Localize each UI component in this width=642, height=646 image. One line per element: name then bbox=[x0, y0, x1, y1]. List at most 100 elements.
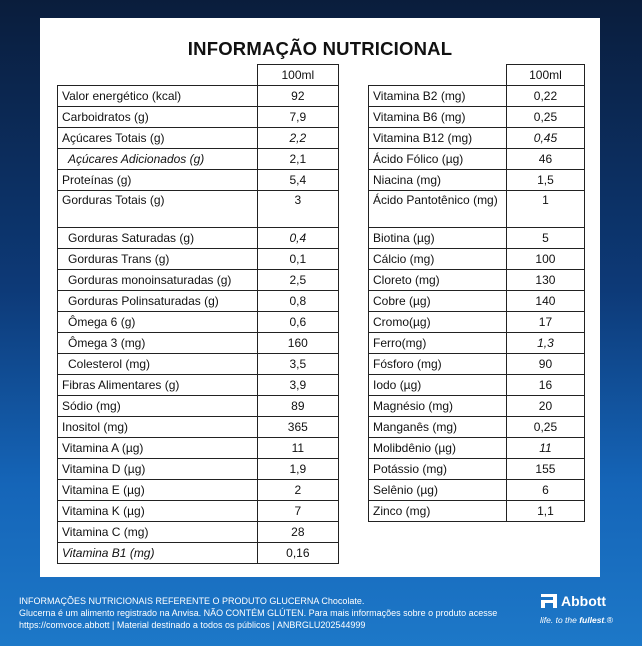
nutrient-label: Fósforo (mg) bbox=[368, 353, 507, 375]
nutrient-label: Gorduras Saturadas (g) bbox=[57, 227, 258, 249]
nutrient-value: 11 bbox=[256, 437, 340, 459]
nutrient-value: 7,9 bbox=[256, 106, 340, 128]
nutrient-label: Niacina (mg) bbox=[368, 169, 507, 191]
nutrient-value: 2,2 bbox=[256, 127, 340, 149]
table-row: Gorduras Saturadas (g) 0,4 bbox=[57, 227, 340, 249]
nutrient-value: 0,16 bbox=[256, 542, 340, 564]
nutrition-card: INFORMAÇÃO NUTRICIONAL 100ml Valor energ… bbox=[40, 18, 600, 577]
nutrient-value: 2 bbox=[256, 479, 340, 501]
nutrient-label: Açúcares Totais (g) bbox=[57, 127, 258, 149]
nutrient-value: 2,1 bbox=[256, 148, 340, 170]
nutrient-label: Iodo (µg) bbox=[368, 374, 507, 396]
abbott-mark-icon bbox=[541, 593, 557, 608]
nutrient-value: 6 bbox=[505, 479, 586, 501]
table-header-row: 100ml bbox=[368, 64, 586, 86]
table-title: INFORMAÇÃO NUTRICIONAL bbox=[187, 38, 453, 59]
nutrient-label: Gorduras Polinsaturadas (g) bbox=[57, 290, 258, 312]
nutrient-label: Ácido Fólico (µg) bbox=[368, 148, 507, 170]
table-row: Ômega 3 (mg) 160 bbox=[57, 332, 340, 354]
nutrient-value: 365 bbox=[256, 416, 340, 438]
table-row: Ferro(mg) 1,3 bbox=[368, 332, 586, 354]
table-row: Cálcio (mg) 100 bbox=[368, 248, 586, 270]
column-header: 100ml bbox=[256, 64, 340, 86]
footer-disclaimer: INFORMAÇÕES NUTRICIONAIS REFERENTE O PRO… bbox=[19, 595, 519, 631]
footer-line: Glucerna é um alimento registrado na Anv… bbox=[19, 608, 498, 618]
table-row: Niacina (mg) 1,5 bbox=[368, 169, 586, 191]
nutrient-label: Zinco (mg) bbox=[368, 500, 507, 522]
table-row: Carboidratos (g) 7,9 bbox=[57, 106, 340, 128]
nutrient-label: Vitamina E (µg) bbox=[57, 479, 258, 501]
table-row: Ômega 6 (g) 0,6 bbox=[57, 311, 340, 333]
nutrient-value: 5 bbox=[505, 227, 586, 249]
table-row: Gorduras Polinsaturadas (g) 0,8 bbox=[57, 290, 340, 312]
table-row: Magnésio (mg) 20 bbox=[368, 395, 586, 417]
nutrient-value: 0,4 bbox=[256, 227, 340, 249]
table-row: Ácido Pantotênico (mg) 1 bbox=[368, 190, 586, 228]
table-row: Selênio (µg) 6 bbox=[368, 479, 586, 501]
nutrient-value: 2,5 bbox=[256, 269, 340, 291]
logo-name: Abbott bbox=[561, 592, 607, 609]
nutrient-value: 0,25 bbox=[505, 416, 586, 438]
logo-tagline: life. to the fullest.® bbox=[540, 615, 613, 625]
table-row: Zinco (mg) 1,1 bbox=[368, 500, 586, 522]
nutrient-label: Ferro(mg) bbox=[368, 332, 507, 354]
nutrient-label: Gorduras Trans (g) bbox=[57, 248, 258, 270]
nutrient-label: Carboidratos (g) bbox=[57, 106, 258, 128]
nutrient-value: 3,5 bbox=[256, 353, 340, 375]
nutrient-value: 1,1 bbox=[505, 500, 586, 522]
nutrient-value: 7 bbox=[256, 500, 340, 522]
nutrient-label: Gorduras Totais (g) bbox=[57, 190, 258, 228]
table-row: Cromo(µg) 17 bbox=[368, 311, 586, 333]
table-row: Gorduras monoinsaturadas (g) 2,5 bbox=[57, 269, 340, 291]
nutrient-value: 16 bbox=[505, 374, 586, 396]
nutrient-value: 0,45 bbox=[505, 127, 586, 149]
nutrient-label: Cobre (µg) bbox=[368, 290, 507, 312]
nutrient-label: Valor energético (kcal) bbox=[57, 85, 258, 107]
footer-line: INFORMAÇÕES NUTRICIONAIS REFERENTE O PRO… bbox=[19, 596, 365, 606]
table-row: Vitamina B2 (mg) 0,22 bbox=[368, 85, 586, 107]
nutrient-value: 20 bbox=[505, 395, 586, 417]
column-header: 100ml bbox=[505, 64, 586, 86]
nutrient-value: 90 bbox=[505, 353, 586, 375]
table-header-row: 100ml bbox=[57, 64, 340, 86]
table-row: Proteínas (g) 5,4 bbox=[57, 169, 340, 191]
table-row: Biotina (µg) 5 bbox=[368, 227, 586, 249]
table-row: Cloreto (mg) 130 bbox=[368, 269, 586, 291]
nutrient-label: Gorduras monoinsaturadas (g) bbox=[57, 269, 258, 291]
table-row: Gorduras Totais (g) 3 bbox=[57, 190, 340, 228]
nutrient-value: 100 bbox=[505, 248, 586, 270]
nutrient-value: 130 bbox=[505, 269, 586, 291]
nutrient-value: 5,4 bbox=[256, 169, 340, 191]
nutrient-label: Potássio (mg) bbox=[368, 458, 507, 480]
nutrient-label: Vitamina K (µg) bbox=[57, 500, 258, 522]
nutrient-label: Molibdênio (µg) bbox=[368, 437, 507, 459]
nutrient-value: 11 bbox=[505, 437, 586, 459]
table-row: Vitamina A (µg) 11 bbox=[57, 437, 340, 459]
nutrient-label: Vitamina B1 (mg) bbox=[57, 542, 258, 564]
table-row: Valor energético (kcal) 92 bbox=[57, 85, 340, 107]
nutrition-table-right: 100ml Vitamina B2 (mg) 0,22 Vitamina B6 (… bbox=[368, 64, 586, 522]
nutrient-label: Fibras Alimentares (g) bbox=[57, 374, 258, 396]
nutrient-value: 0,8 bbox=[256, 290, 340, 312]
nutrient-label: Proteínas (g) bbox=[57, 169, 258, 191]
nutrient-label: Vitamina B2 (mg) bbox=[368, 85, 507, 107]
nutrient-value: 3,9 bbox=[256, 374, 340, 396]
table-row: Inositol (mg) 365 bbox=[57, 416, 340, 438]
nutrient-label: Manganês (mg) bbox=[368, 416, 507, 438]
table-row: Vitamina B12 (mg) 0,45 bbox=[368, 127, 586, 149]
nutrient-label: Cálcio (mg) bbox=[368, 248, 507, 270]
table-row: Cobre (µg) 140 bbox=[368, 290, 586, 312]
table-row: Potássio (mg) 155 bbox=[368, 458, 586, 480]
nutrient-label: Colesterol (mg) bbox=[57, 353, 258, 375]
nutrient-value: 1 bbox=[505, 190, 586, 228]
nutrient-value: 0,22 bbox=[505, 85, 586, 107]
nutrient-label: Vitamina B6 (mg) bbox=[368, 106, 507, 128]
nutrient-label: Selênio (µg) bbox=[368, 479, 507, 501]
nutrient-value: 1,9 bbox=[256, 458, 340, 480]
nutrient-label: Ácido Pantotênico (mg) bbox=[368, 190, 507, 228]
nutrient-label: Ômega 6 (g) bbox=[57, 311, 258, 333]
table-row: Gorduras Trans (g) 0,1 bbox=[57, 248, 340, 270]
nutrient-value: 0,1 bbox=[256, 248, 340, 270]
nutrient-value: 0,6 bbox=[256, 311, 340, 333]
nutrient-label: Sódio (mg) bbox=[57, 395, 258, 417]
